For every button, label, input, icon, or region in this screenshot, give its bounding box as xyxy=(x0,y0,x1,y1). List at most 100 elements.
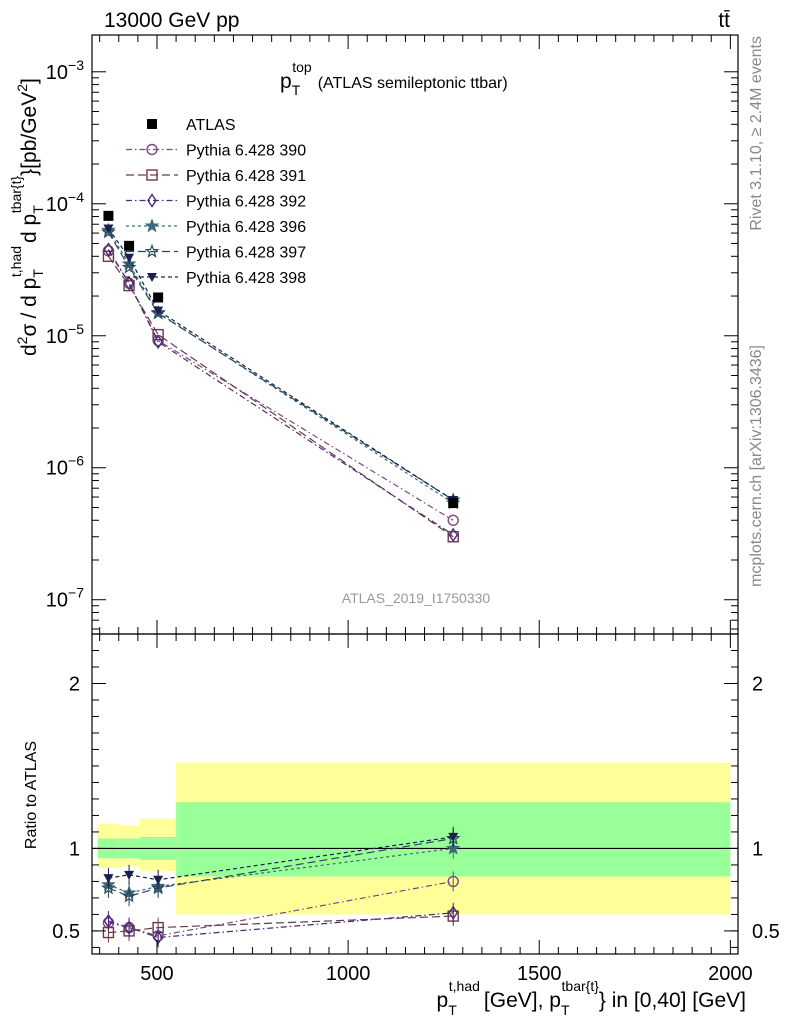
mcplots-label: mcplots.cern.ch [arXiv:1306.3436] xyxy=(748,345,765,587)
main-ytick-base-1: 10 xyxy=(46,458,68,480)
main-point-s2-2 xyxy=(153,334,163,350)
main-ytick-base-3: 10 xyxy=(46,194,68,216)
ratio-ylabel: Ratio to ATLAS xyxy=(23,741,40,849)
legend-label-atlas: ATLAS xyxy=(186,117,236,134)
main-series-line-2 xyxy=(107,249,454,536)
ratio-series-line-3 xyxy=(108,847,454,894)
ratio-point-s5-0 xyxy=(103,874,114,884)
main-ylabel: d2σ/ d pTt,hadd pTtbar{t}}[pb/GeV2] xyxy=(8,78,46,356)
main-title-sup: top xyxy=(292,59,312,75)
ylabel-slash: / d p xyxy=(18,278,41,319)
main-point-s4-0 xyxy=(101,224,116,239)
legend-label-1: Pythia 6.428 391 xyxy=(186,168,306,185)
legend-label-4: Pythia 6.428 397 xyxy=(186,245,306,262)
main-data-point-3 xyxy=(448,498,459,509)
main-series-line-4 xyxy=(107,231,454,501)
ratio-ytick-label-left-2: 2 xyxy=(69,673,80,695)
main-point-s4-2 xyxy=(150,305,166,320)
ratio-point-s2-0 xyxy=(103,913,114,929)
ratio-point-s4-0 xyxy=(101,880,116,895)
main-point-s5-2 xyxy=(153,306,164,316)
main-series-line-3 xyxy=(107,229,454,504)
ratio-point-s5-1 xyxy=(124,870,135,880)
main-data-point-2 xyxy=(153,292,164,303)
main-series-line-1 xyxy=(107,255,454,538)
ratio-frame xyxy=(91,633,739,955)
ratio-ytick-label-right-2: 2 xyxy=(752,673,763,695)
ylabel-unit-open: }[pb/GeV xyxy=(18,92,41,176)
xlabel-p1: p xyxy=(437,989,449,1012)
ratio-point-s2-1 xyxy=(124,920,134,935)
ratio-ytick-label-right-0: 0.5 xyxy=(752,921,780,943)
ratio-series-line-4 xyxy=(108,837,454,897)
legend-label-5: Pythia 6.428 398 xyxy=(186,270,306,287)
ylabel-sup2: tbar{t} xyxy=(8,176,24,214)
main-ytick-label-1: 10−6 xyxy=(46,453,84,480)
ratio-point-s2-2 xyxy=(153,930,163,945)
main-ytick-base-4: 10 xyxy=(46,62,68,84)
legend-label-3: Pythia 6.428 396 xyxy=(186,219,306,236)
ratio-series-line-2 xyxy=(108,912,454,939)
xtick-label-2: 1500 xyxy=(517,963,562,985)
ylabel-unit-close: ] xyxy=(18,78,41,84)
analysis-watermark: ATLAS_2019_I1750330 xyxy=(342,590,491,606)
legend-marker-3 xyxy=(144,218,160,233)
ratio-point-s4-1 xyxy=(121,888,137,903)
ylabel-dp: d p xyxy=(18,214,41,243)
main-title: pTtop (ATLAS semileptonic ttbar) xyxy=(280,59,508,98)
main-series-line-5 xyxy=(107,228,454,501)
main-point-s5-0 xyxy=(103,224,114,234)
main-ytick-exp-2: −5 xyxy=(68,321,84,337)
main-point-s1-1 xyxy=(123,279,135,292)
main-ytick-label-4: 10−3 xyxy=(46,57,84,84)
ylabel-sigma: σ xyxy=(18,324,41,337)
ratio-point-s4-2 xyxy=(150,880,166,895)
header-left: 13000 GeV pp xyxy=(104,9,239,32)
xtick-label-1: 1000 xyxy=(326,963,371,985)
main-point-s1-2 xyxy=(152,328,164,341)
ratio-series-line-5 xyxy=(108,836,454,881)
ylabel-d: d xyxy=(18,344,41,356)
ylabel-two: 2 xyxy=(14,336,30,344)
main-title-p: p xyxy=(280,70,292,93)
ratio-point-s0-3 xyxy=(447,875,459,888)
ylabel-unit-sup: 2 xyxy=(14,84,30,92)
main-title-rest: (ATLAS semileptonic ttbar) xyxy=(318,75,508,92)
xlabel-sup1: t,had xyxy=(449,978,480,994)
ylabel-sub1: T xyxy=(30,269,46,278)
xlabel-sup2: tbar{t} xyxy=(562,978,600,994)
xlabel: pTt,had[GeV], pTtbar{t}} in [0,40] [GeV] xyxy=(437,978,746,1018)
main-point-s2-3 xyxy=(448,527,459,543)
legend-marker-atlas xyxy=(147,119,157,129)
legend-marker-4 xyxy=(144,243,160,258)
ratio-ytick-label-right-1: 1 xyxy=(752,838,763,860)
ylabel-sup1: t,had xyxy=(8,246,24,277)
main-point-s1-0 xyxy=(102,250,115,262)
main-point-s0-3 xyxy=(447,514,459,526)
ratio-point-s5-3 xyxy=(448,832,459,842)
ratio-series-line-0 xyxy=(108,880,454,937)
legend-marker-0 xyxy=(146,143,158,156)
xlabel-sub1: T xyxy=(448,1002,457,1018)
main-point-s2-0 xyxy=(103,242,114,257)
legend-marker-2 xyxy=(147,193,157,208)
main-ytick-exp-0: −7 xyxy=(68,585,84,601)
ratio-point-s5-2 xyxy=(153,875,164,885)
main-series-line-0 xyxy=(107,250,454,521)
xlabel-rest: } in [0,40] [GeV] xyxy=(599,989,746,1012)
main-ytick-label-0: 10−7 xyxy=(46,585,84,612)
main-point-s5-1 xyxy=(124,253,135,263)
main-point-s2-1 xyxy=(124,275,134,291)
ratio-series-line-1 xyxy=(108,915,454,934)
legend-marker-1 xyxy=(146,169,158,181)
main-data-point-0 xyxy=(103,210,114,221)
rivet-label: Rivet 3.1.10, ≥ 2.4M events xyxy=(748,36,765,231)
main-ytick-exp-1: −6 xyxy=(68,453,84,469)
xtick-label-0: 500 xyxy=(140,963,173,985)
ratio-ytick-label-left-1: 1 xyxy=(69,838,80,860)
xlabel-mid: [GeV], p xyxy=(484,989,561,1012)
ylabel-sub2: T xyxy=(30,205,46,214)
main-ytick-exp-4: −3 xyxy=(68,57,84,73)
main-ytick-base-2: 10 xyxy=(46,326,68,348)
